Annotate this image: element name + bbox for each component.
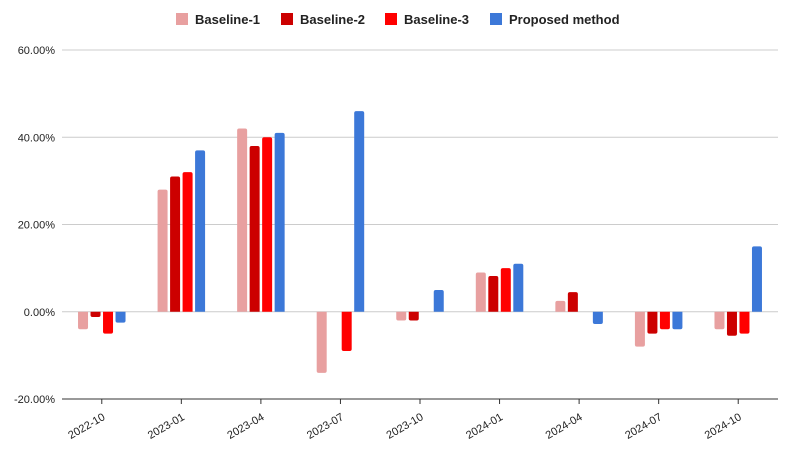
- legend: Baseline-1 Baseline-2 Baseline-3 Proposed m…: [176, 12, 620, 27]
- bar-baseline-3-2024-10: [739, 311, 750, 334]
- legend-swatch: [385, 13, 397, 25]
- y-tick-label: 60.00%: [18, 45, 56, 57]
- legend-label: Baseline-2: [300, 12, 365, 27]
- bar-baseline-2-2024-04: [567, 292, 578, 312]
- gridlines: [62, 49, 778, 313]
- y-tick-label: 0.00%: [24, 307, 55, 319]
- bar-proposed-method-2024-07: [672, 311, 683, 330]
- bar-proposed-method-2022-10: [115, 311, 126, 323]
- bar-baseline-1-2023-10: [396, 311, 407, 321]
- bar-proposed-method-2023-07: [354, 111, 365, 312]
- bar-baseline-2-2023-04: [249, 145, 260, 312]
- bar-proposed-method-2023-04: [274, 132, 285, 312]
- bar-baseline-1-2024-01: [475, 272, 486, 312]
- legend-swatch: [176, 13, 188, 25]
- bar-baseline-2-2024-07: [647, 311, 658, 334]
- bar-baseline-3-2022-10: [103, 311, 114, 334]
- bar-baseline-1-2024-07: [634, 311, 645, 347]
- bar-baseline-3-2023-01: [182, 172, 193, 312]
- y-tick-label: -20.00%: [14, 394, 55, 406]
- bar-proposed-method-2023-10: [433, 289, 444, 312]
- legend-swatch: [490, 13, 502, 25]
- bar-proposed-method-2024-04: [592, 311, 603, 324]
- x-tick-label: 2023-04: [225, 411, 266, 442]
- x-tick-label: 2024-07: [623, 411, 664, 442]
- x-tick-label: 2023-07: [305, 411, 346, 442]
- bar-proposed-method-2024-01: [513, 263, 524, 312]
- bar-baseline-2-2023-01: [170, 176, 181, 312]
- bar-proposed-method-2024-10: [751, 246, 762, 312]
- bar-baseline-1-2023-04: [237, 128, 248, 312]
- x-tick-label: 2023-01: [146, 411, 187, 442]
- bar-baseline-3-2024-07: [659, 311, 670, 330]
- bar-baseline-1-2023-07: [316, 311, 327, 373]
- bar-proposed-method-2023-01: [195, 150, 206, 312]
- bar-baseline-3-2023-04: [262, 137, 273, 312]
- bar-baseline-1-2023-01: [157, 189, 168, 312]
- bar-baseline-1-2024-04: [555, 300, 566, 312]
- y-tick-label: 20.00%: [18, 220, 56, 232]
- y-tick-label: 40.00%: [18, 132, 56, 144]
- bar-baseline-1-2022-10: [78, 311, 89, 330]
- legend-label: Proposed method: [509, 12, 620, 27]
- bars: [78, 111, 762, 373]
- x-tick-label: 2024-04: [544, 411, 585, 442]
- x-tick-label: 2022-10: [66, 411, 107, 442]
- bar-baseline-2-2024-10: [726, 311, 737, 336]
- legend-label: Baseline-3: [404, 12, 469, 27]
- x-axis: 2022-10 2023-01 2023-04 2023-07 2023-10 2024-…: [62, 398, 778, 442]
- bar-baseline-2-2024-01: [488, 275, 499, 312]
- x-tick-label: 2023-10: [385, 411, 426, 442]
- x-tick-label: 2024-10: [703, 411, 744, 442]
- bar-baseline-2-2023-10: [408, 311, 419, 321]
- bar-baseline-1-2024-10: [714, 311, 725, 330]
- x-tick-label: 2024-01: [464, 411, 505, 442]
- legend-label: Baseline-1: [195, 12, 260, 27]
- y-axis-ticks: -20.00% 0.00% 20.00% 40.00% 60.00%: [14, 45, 55, 406]
- legend-swatch: [281, 13, 293, 25]
- bar-baseline-3-2023-07: [341, 311, 352, 352]
- bar-baseline-2-2022-10: [90, 311, 101, 317]
- bar-baseline-3-2024-01: [500, 268, 511, 312]
